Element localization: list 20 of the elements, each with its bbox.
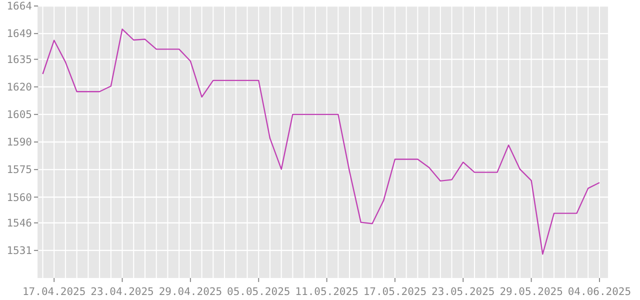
x-tick-label: 11.05.2025 bbox=[295, 286, 358, 298]
x-tick-label: 17.05.2025 bbox=[363, 286, 427, 298]
x-tick-label: 05.05.2025 bbox=[227, 286, 290, 298]
x-tick-label: 29.04.2025 bbox=[158, 286, 222, 298]
y-tick-label: 1664 bbox=[6, 0, 32, 13]
x-tick-label: 29.05.2025 bbox=[500, 286, 563, 298]
y-tick-label: 1546 bbox=[6, 218, 32, 230]
y-tick-label: 1649 bbox=[6, 28, 32, 40]
y-tick-label: 1575 bbox=[6, 164, 32, 176]
x-tick-label: 23.05.2025 bbox=[432, 286, 495, 298]
x-tick-label: 04.06.2025 bbox=[568, 286, 632, 298]
x-tick-label: 17.04.2025 bbox=[22, 286, 86, 298]
y-tick-label: 1590 bbox=[6, 136, 32, 149]
x-tick-label: 23.04.2025 bbox=[90, 286, 154, 298]
y-tick-label: 1560 bbox=[6, 192, 32, 204]
y-tick-label: 1605 bbox=[6, 109, 32, 122]
y-tick-label: 1531 bbox=[6, 245, 32, 258]
line-series bbox=[42, 28, 600, 255]
y-tick-label: 1620 bbox=[6, 82, 32, 94]
y-tick-label: 1635 bbox=[6, 54, 32, 66]
